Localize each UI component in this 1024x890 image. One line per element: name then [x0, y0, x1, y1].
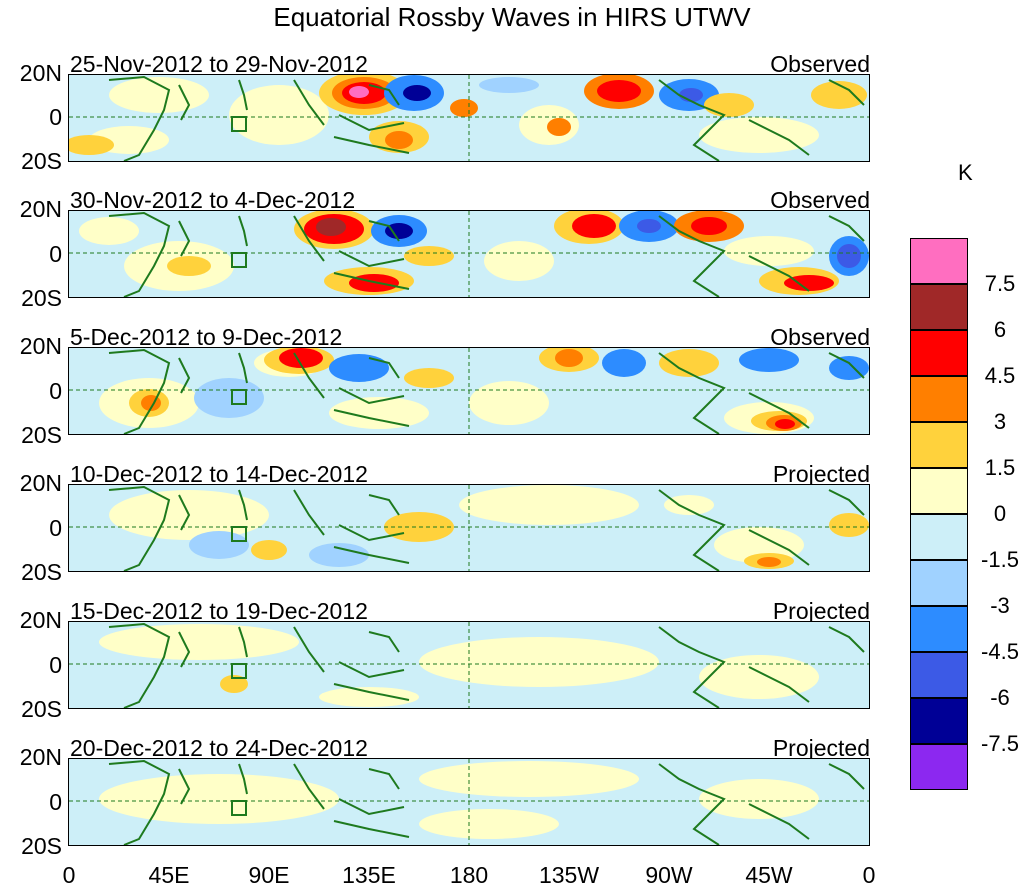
panel-status-label: Observed — [770, 51, 870, 77]
colorbar-swatch — [910, 376, 968, 422]
colorbar-swatch — [910, 284, 968, 330]
y-label-eq: 0 — [49, 241, 62, 267]
colorbar-label: 1.5 — [984, 455, 1016, 480]
colorbar-label: 4.5 — [984, 363, 1016, 388]
panel-status-label: Observed — [770, 324, 870, 350]
colorbar-swatch — [910, 330, 968, 376]
x-label: 0 — [62, 862, 76, 888]
colorbar-swatch — [910, 238, 968, 284]
y-label-20s: 20S — [21, 148, 62, 174]
colorbar-swatch — [910, 698, 968, 744]
colorbar-label: -6 — [990, 685, 1010, 710]
y-label-eq: 0 — [49, 789, 62, 815]
panel-status-label: Projected — [772, 735, 870, 761]
colorbar-swatch — [910, 652, 968, 698]
x-label: 90E — [248, 862, 290, 888]
map-panel-6: 20-Dec-2012 to 24-Dec-2012 Projected — [0, 737, 900, 846]
x-label: 90W — [645, 862, 693, 888]
map-panel-4: 10-Dec-2012 to 14-Dec-2012 Projected — [0, 463, 900, 572]
y-label-20s: 20S — [21, 833, 62, 859]
panel-date-label: 10-Dec-2012 to 14-Dec-2012 — [70, 461, 368, 487]
colorbar-swatch — [910, 422, 968, 468]
colorbar-label: 7.5 — [984, 271, 1016, 296]
y-label-20s: 20S — [21, 559, 62, 585]
colorbar-unit: K — [958, 160, 973, 185]
x-label: 45E — [148, 862, 190, 888]
y-label-eq: 0 — [49, 515, 62, 541]
anomaly-map — [68, 347, 870, 435]
x-label: 45W — [745, 862, 793, 888]
figure-title: Equatorial Rossby Waves in HIRS UTWV — [273, 2, 751, 32]
y-label-20n: 20N — [19, 744, 62, 770]
y-label-20s: 20S — [21, 422, 62, 448]
panel-date-label: 5-Dec-2012 to 9-Dec-2012 — [70, 324, 343, 350]
anomaly-map — [68, 758, 870, 846]
map-panel-3: 5-Dec-2012 to 9-Dec-2012 Observed — [0, 326, 900, 435]
anomaly-map — [68, 484, 870, 572]
y-label-eq: 0 — [49, 378, 62, 404]
anomaly-map — [68, 621, 870, 709]
colorbar-label: -3 — [990, 593, 1010, 618]
panel-status-label: Observed — [770, 187, 870, 213]
colorbar-label: 6 — [993, 317, 1007, 342]
map-panel-5: 15-Dec-2012 to 19-Dec-2012 Projected — [0, 600, 900, 709]
y-label-20s: 20S — [21, 285, 62, 311]
map-panel-2: 30-Nov-2012 to 4-Dec-2012 Observed — [0, 189, 900, 298]
y-label-20n: 20N — [19, 196, 62, 222]
y-label-20n: 20N — [19, 60, 62, 86]
colorbar-swatch — [910, 514, 968, 560]
colorbar-swatch — [910, 560, 968, 606]
y-label-eq: 0 — [49, 104, 62, 130]
x-label: 135W — [538, 862, 600, 888]
panel-status-label: Projected — [772, 461, 870, 487]
x-label: 0 — [862, 862, 876, 888]
x-label: 135E — [342, 862, 396, 888]
panel-date-label: 25-Nov-2012 to 29-Nov-2012 — [70, 51, 368, 77]
panel-date-label: 30-Nov-2012 to 4-Dec-2012 — [70, 187, 356, 213]
x-label: 180 — [449, 862, 489, 888]
y-label-20n: 20N — [19, 607, 62, 633]
map-panel-1: 25-Nov-2012 to 29-Nov-2012 Observed — [0, 53, 900, 162]
anomaly-map — [68, 74, 870, 162]
colorbar-swatch — [910, 606, 968, 652]
colorbar-swatch — [910, 744, 968, 790]
colorbar-label: -1.5 — [981, 547, 1019, 572]
colorbar-label: 0 — [993, 501, 1007, 526]
y-label-eq: 0 — [49, 652, 62, 678]
y-label-20s: 20S — [21, 696, 62, 722]
y-label-20n: 20N — [19, 470, 62, 496]
colorbar-label: 3 — [993, 409, 1007, 434]
colorbar-label: -4.5 — [981, 639, 1019, 664]
panel-date-label: 15-Dec-2012 to 19-Dec-2012 — [70, 598, 368, 624]
colorbar-swatch — [910, 468, 968, 514]
anomaly-map — [68, 210, 870, 298]
y-label-20n: 20N — [19, 333, 62, 359]
colorbar-label: -7.5 — [981, 731, 1019, 756]
panel-status-label: Projected — [772, 598, 870, 624]
panel-date-label: 20-Dec-2012 to 24-Dec-2012 — [70, 735, 368, 761]
